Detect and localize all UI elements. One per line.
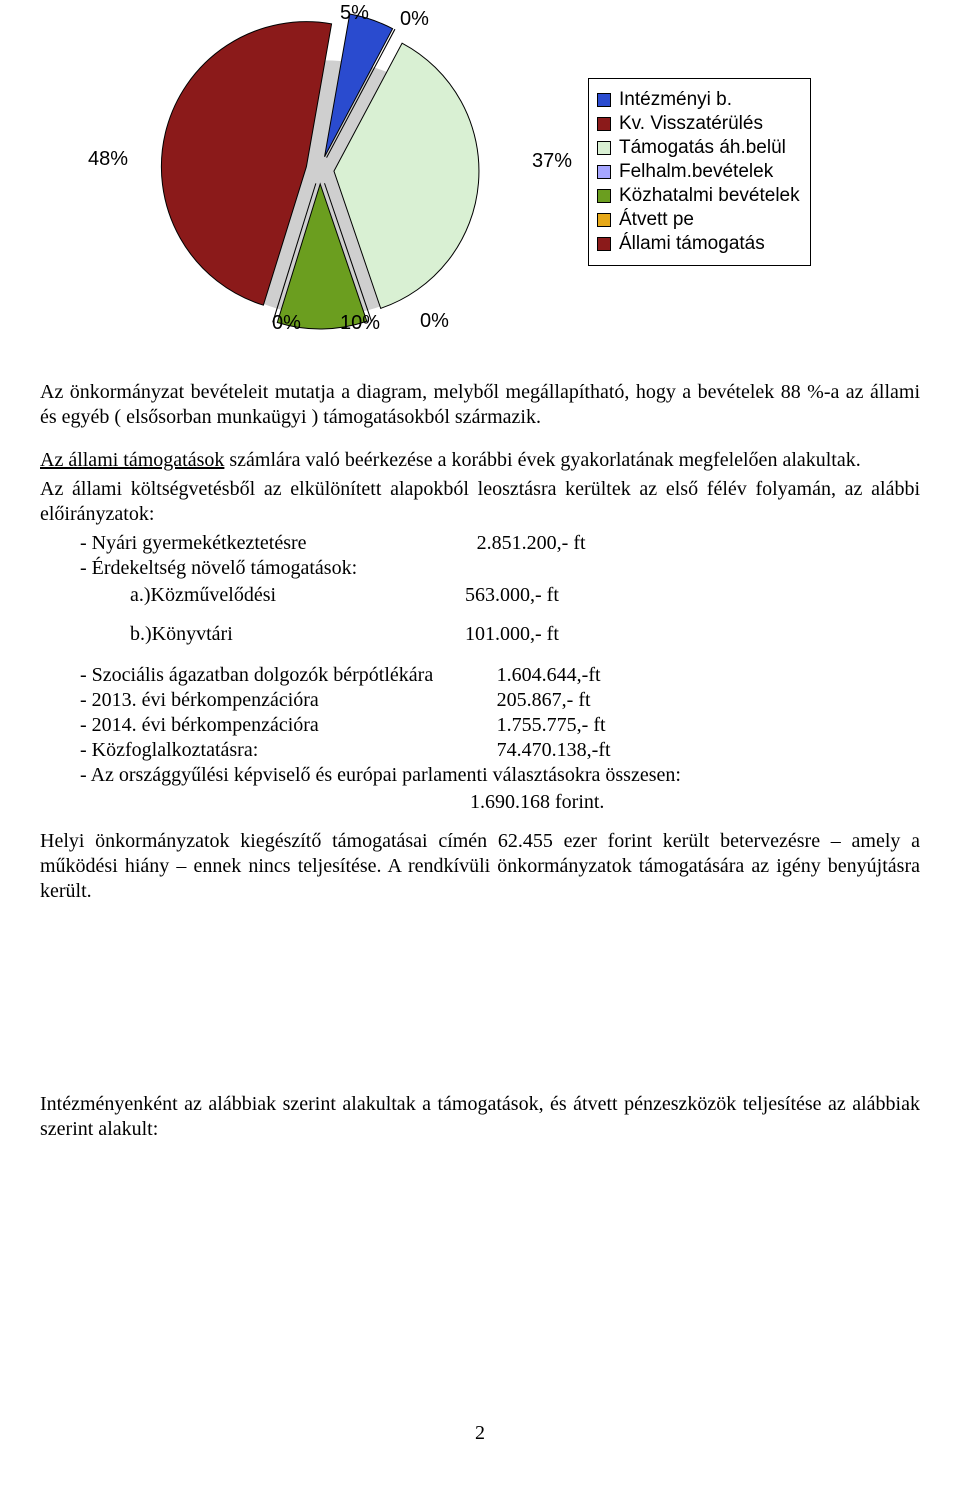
li2-label: Érdekeltség növelő támogatások: — [92, 557, 357, 579]
revenue-pie-chart: 5% 0% 37% 0% 10% 0% 48% Intézményi b.Kv. Vissz… — [40, 0, 920, 350]
pie-slice-label: 48% — [88, 148, 128, 171]
li4-label: 2013. évi bérkompenzációra — [92, 688, 492, 713]
legend-label: Átvett pe — [619, 209, 694, 231]
legend-label: Támogatás áh.belül — [619, 137, 786, 159]
paragraph-2-rest: számlára való beérkezése a korábbi évek … — [224, 449, 860, 471]
list-item-szocialis: Szociális ágazatban dolgozók bérpótlékár… — [80, 663, 920, 688]
legend-item: Támogatás áh.belül — [597, 137, 800, 159]
legend-label: Kv. Visszatérülés — [619, 113, 763, 135]
li2a-value: 563.000,- ft — [465, 584, 559, 606]
legend-item: Intézményi b. — [597, 89, 800, 111]
li5-value: 1.755.775,- ft — [497, 714, 606, 736]
li4-value: 205.867,- ft — [497, 689, 591, 711]
list-item-2014: 2014. évi bérkompenzációra 1.755.775,- f… — [80, 713, 920, 738]
legend-label: Felhalm.bevételek — [619, 161, 773, 183]
page-number: 2 — [40, 1422, 920, 1445]
pie-slice-label: 10% — [340, 312, 380, 335]
li2b-label: b.)Könyvtári — [130, 622, 460, 647]
legend-label: Intézményi b. — [619, 89, 732, 111]
list-item-2013: 2013. évi bérkompenzációra 205.867,- ft — [80, 688, 920, 713]
li1-value: 2.851.200,- ft — [477, 532, 586, 554]
legend-swatch — [597, 213, 611, 227]
li2b-value: 101.000,- ft — [465, 623, 559, 645]
underline-allami: Az állami támogatások — [40, 449, 224, 471]
li7-label: Az országgyűlési képviselő és európai pa… — [91, 764, 681, 786]
subitem-kozmuvelodesi: a.)Közművelődési 563.000,- ft — [130, 583, 920, 608]
li5-label: 2014. évi bérkompenzációra — [92, 713, 492, 738]
li7-value: 1.690.168 forint. — [470, 791, 604, 813]
legend-swatch — [597, 117, 611, 131]
paragraph-4: Helyi önkormányzatok kiegészítő támogatá… — [40, 829, 920, 904]
li1-label: Nyári gyermekétkeztetésre — [92, 531, 472, 556]
legend-item: Átvett pe — [597, 209, 800, 231]
pie-slice-label: 0% — [272, 312, 301, 335]
paragraph-3: Az állami költségvetésből az elkülönítet… — [40, 477, 920, 527]
list-item-nyari: Nyári gyermekétkeztetésre 2.851.200,- ft — [80, 531, 920, 556]
pie-slice-label: 37% — [532, 150, 572, 173]
legend-swatch — [597, 189, 611, 203]
legend-label: Állami támogatás — [619, 233, 765, 255]
legend-item: Felhalm.bevételek — [597, 161, 800, 183]
legend-item: Kv. Visszatérülés — [597, 113, 800, 135]
li7-value-line: 1.690.168 forint. — [470, 790, 920, 815]
subitem-konyvtari: b.)Könyvtári 101.000,- ft — [130, 622, 920, 647]
pie-slice-label: 5% — [340, 2, 369, 25]
list-item-kozfoglalkoztatas: Közfoglalkoztatásra: 74.470.138,-ft — [80, 738, 920, 763]
legend-item: Állami támogatás — [597, 233, 800, 255]
list-item-valasztasok: Az országgyűlési képviselő és európai pa… — [80, 763, 920, 788]
paragraph-1: Az önkormányzat bevételeit mutatja a dia… — [40, 380, 920, 430]
legend-label: Közhatalmi bevételek — [619, 185, 800, 207]
paragraph-5: Intézményenként az alábbiak szerint alak… — [40, 1092, 920, 1142]
legend-swatch — [597, 237, 611, 251]
legend-item: Közhatalmi bevételek — [597, 185, 800, 207]
chart-legend: Intézményi b.Kv. VisszatérülésTámogatás … — [588, 78, 811, 266]
li6-value: 74.470.138,-ft — [497, 739, 611, 761]
li3-label: Szociális ágazatban dolgozók bérpótlékár… — [92, 663, 492, 688]
pie-slice-label: 0% — [400, 8, 429, 31]
legend-swatch — [597, 141, 611, 155]
li3-value: 1.604.644,-ft — [497, 664, 601, 686]
legend-swatch — [597, 165, 611, 179]
pie-slice-label: 0% — [420, 310, 449, 333]
list-item-erdekeltseg: Érdekeltség növelő támogatások: — [80, 556, 920, 581]
li6-label: Közfoglalkoztatásra: — [92, 738, 492, 763]
legend-swatch — [597, 93, 611, 107]
paragraph-2: Az állami támogatások számlára való beér… — [40, 448, 920, 473]
li2a-label: a.)Közművelődési — [130, 583, 460, 608]
